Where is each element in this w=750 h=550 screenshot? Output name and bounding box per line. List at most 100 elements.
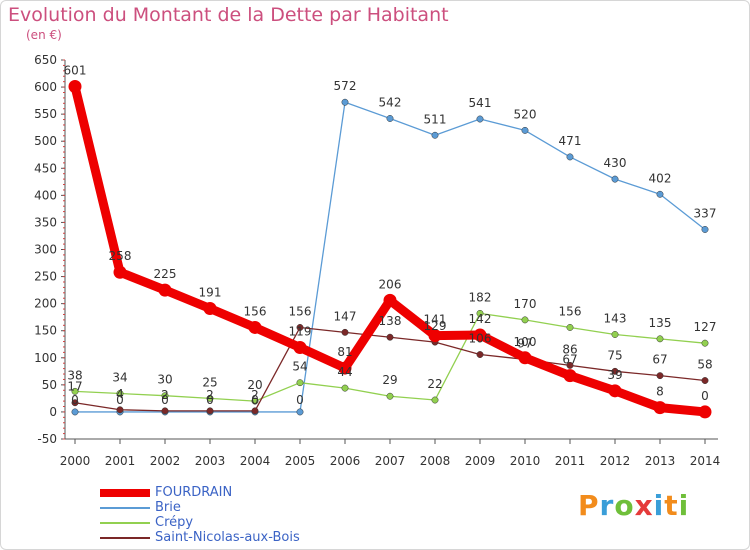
data-label: 143 bbox=[604, 312, 627, 326]
legend-label: Brie bbox=[155, 500, 181, 515]
data-point bbox=[386, 115, 394, 122]
x-tick-label: 2011 bbox=[555, 454, 586, 468]
data-label: 38 bbox=[67, 368, 82, 382]
x-tick-label: 2005 bbox=[285, 454, 316, 468]
data-point bbox=[251, 397, 259, 405]
data-label: 541 bbox=[469, 96, 492, 110]
y-tick-label: 300 bbox=[34, 243, 57, 257]
data-point bbox=[116, 406, 124, 414]
x-tick-label: 2001 bbox=[105, 454, 136, 468]
data-label: 97 bbox=[517, 336, 532, 350]
y-tick-label: 650 bbox=[34, 53, 57, 67]
y-tick-label: 400 bbox=[34, 188, 57, 202]
y-tick-label: 500 bbox=[34, 134, 57, 148]
legend-swatch bbox=[100, 522, 150, 524]
legend-swatch bbox=[100, 537, 150, 539]
chart-title: Evolution du Montant de la Dette par Hab… bbox=[8, 4, 449, 26]
data-label: 337 bbox=[694, 206, 717, 220]
data-label: 17 bbox=[67, 380, 82, 394]
data-point bbox=[611, 331, 619, 338]
y-tick-label: 0 bbox=[49, 405, 57, 419]
logo-letter: o bbox=[614, 489, 635, 522]
data-label: 471 bbox=[559, 134, 582, 148]
data-label: 127 bbox=[694, 320, 717, 334]
data-label: 206 bbox=[379, 277, 402, 291]
data-point bbox=[383, 293, 397, 307]
series-line-fourdrain bbox=[70, 82, 710, 417]
x-tick-label: 2010 bbox=[510, 454, 541, 468]
data-label: 156 bbox=[244, 304, 267, 318]
data-point bbox=[701, 377, 709, 384]
logo-letter: i bbox=[653, 489, 665, 522]
data-label: 75 bbox=[607, 348, 622, 362]
legend-label: FOURDRAIN bbox=[155, 485, 233, 500]
data-point bbox=[566, 361, 574, 369]
x-tick-label: 2003 bbox=[195, 454, 226, 468]
data-label: 156 bbox=[289, 304, 312, 318]
y-tick-label: 550 bbox=[34, 107, 57, 121]
data-label: 34 bbox=[112, 371, 127, 385]
logo-letter: x bbox=[634, 489, 654, 522]
data-label: 191 bbox=[199, 286, 222, 300]
x-tick-label: 2000 bbox=[60, 454, 91, 468]
data-label: 29 bbox=[382, 373, 397, 387]
data-point bbox=[476, 309, 484, 317]
data-point bbox=[161, 407, 169, 415]
data-point bbox=[518, 351, 532, 365]
data-label: 156 bbox=[559, 304, 582, 318]
data-label: 54 bbox=[292, 360, 307, 374]
legend-swatch bbox=[100, 507, 150, 509]
data-point bbox=[611, 175, 619, 183]
data-label: 129 bbox=[424, 319, 447, 333]
data-label: 182 bbox=[469, 290, 492, 304]
data-point bbox=[386, 392, 394, 400]
logo-letter: P bbox=[578, 489, 600, 522]
data-point bbox=[341, 98, 349, 106]
data-label: 147 bbox=[334, 309, 357, 323]
data-point bbox=[653, 401, 667, 415]
data-point bbox=[341, 328, 349, 336]
chart-axes: -500501001502002503003504004505005506006… bbox=[34, 53, 720, 468]
y-tick-label: 200 bbox=[34, 297, 57, 311]
logo-letter: r bbox=[599, 489, 615, 522]
data-label: 0 bbox=[71, 393, 79, 407]
data-label: 520 bbox=[514, 107, 537, 121]
y-tick-label: -50 bbox=[37, 432, 57, 446]
data-label: 0 bbox=[251, 393, 259, 407]
y-tick-label: 50 bbox=[42, 378, 57, 392]
data-point bbox=[521, 126, 529, 134]
proxiti-logo: Proxiti bbox=[578, 489, 689, 522]
data-label: 67 bbox=[652, 353, 667, 367]
y-tick-label: 350 bbox=[34, 215, 57, 229]
data-label: 511 bbox=[424, 112, 447, 126]
data-label: 25 bbox=[202, 375, 217, 389]
data-label: 22 bbox=[427, 377, 442, 391]
data-label: 39 bbox=[607, 368, 622, 382]
data-label: 44 bbox=[337, 365, 352, 379]
data-point bbox=[161, 392, 169, 400]
data-point bbox=[71, 408, 79, 416]
data-point bbox=[71, 387, 79, 395]
data-point bbox=[296, 324, 304, 331]
data-label: 2 bbox=[206, 388, 214, 402]
data-point bbox=[521, 316, 529, 324]
x-tick-label: 2004 bbox=[240, 454, 271, 468]
legend-label: Saint-Nicolas-aux-Bois bbox=[155, 530, 300, 545]
data-point bbox=[386, 333, 394, 341]
data-label: 601 bbox=[64, 64, 87, 78]
data-label: 138 bbox=[379, 314, 402, 328]
x-tick-label: 2008 bbox=[420, 454, 451, 468]
x-tick-label: 2006 bbox=[330, 454, 361, 468]
data-label: 0 bbox=[206, 393, 214, 407]
data-label: 142 bbox=[469, 312, 492, 326]
legend-swatch bbox=[100, 489, 150, 497]
data-label: 8 bbox=[656, 385, 664, 399]
y-tick-label: 100 bbox=[34, 351, 57, 365]
data-point bbox=[476, 351, 484, 358]
data-point bbox=[158, 283, 172, 297]
data-point bbox=[296, 408, 304, 416]
data-point bbox=[431, 131, 439, 139]
data-point bbox=[431, 396, 439, 404]
